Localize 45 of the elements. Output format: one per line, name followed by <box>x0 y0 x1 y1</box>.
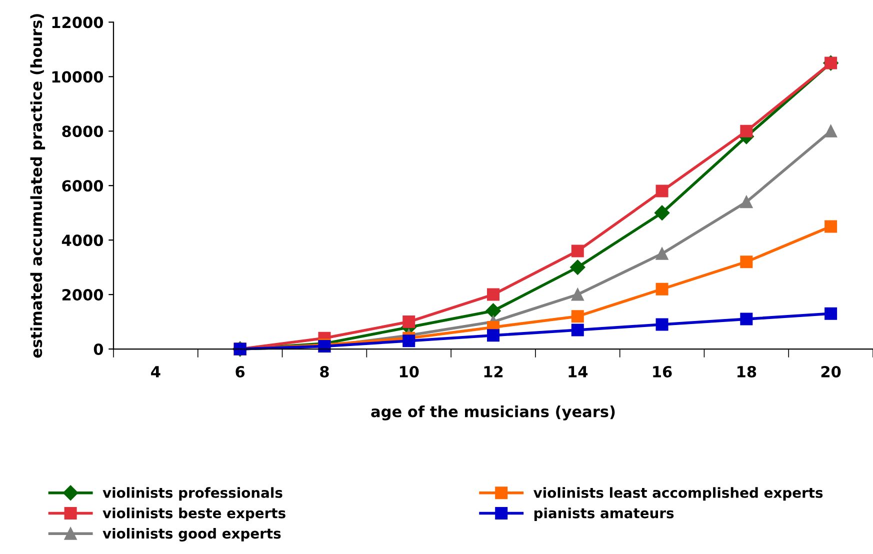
point <box>402 334 416 348</box>
x-tick-label: 20 <box>821 366 841 378</box>
x-tick-label: 8 <box>320 366 329 378</box>
point <box>824 307 838 320</box>
x-tick-label: 10 <box>400 366 419 378</box>
point <box>571 324 584 336</box>
legend-label: violinists good experts <box>102 528 281 542</box>
point <box>486 329 500 342</box>
x-tick-label: 18 <box>738 366 756 378</box>
point <box>402 316 416 328</box>
point <box>740 124 753 138</box>
point <box>486 303 501 318</box>
point <box>656 184 668 198</box>
legend-label: violinists professionals <box>102 487 282 501</box>
point <box>571 288 584 301</box>
x-tick-label: 12 <box>484 366 503 378</box>
point <box>656 282 668 296</box>
point <box>570 260 586 275</box>
y-axis-title: estimated accumulated practice (hours) <box>30 14 46 358</box>
y-tick-label: 4000 <box>62 234 104 246</box>
point <box>740 312 753 326</box>
x-tick-label: 14 <box>568 366 588 378</box>
x-tick-label: 4 <box>151 366 160 378</box>
x-axis-title: age of the musicians (years) <box>371 405 615 420</box>
y-tick-label: 0 <box>94 343 104 356</box>
x-tick-label: 6 <box>236 366 245 378</box>
y-tick-label: 8000 <box>62 126 104 138</box>
point <box>486 288 500 301</box>
point <box>656 247 668 260</box>
legend-label: violinists least accomplished experts <box>533 487 823 501</box>
legend-label: violinists beste experts <box>102 508 286 522</box>
point <box>740 196 753 208</box>
legend-label: pianists amateurs <box>534 508 674 522</box>
point <box>740 256 753 268</box>
point <box>571 244 584 258</box>
point <box>824 124 838 138</box>
y-tick-label: 12000 <box>52 16 104 28</box>
point <box>656 318 668 331</box>
y-tick-label: 2000 <box>62 289 104 301</box>
point <box>654 205 670 220</box>
y-tick-label: 10000 <box>52 71 104 83</box>
point <box>824 220 838 233</box>
y-tick-label: 6000 <box>62 180 104 192</box>
point <box>571 310 584 323</box>
x-tick-label: 16 <box>653 366 672 378</box>
